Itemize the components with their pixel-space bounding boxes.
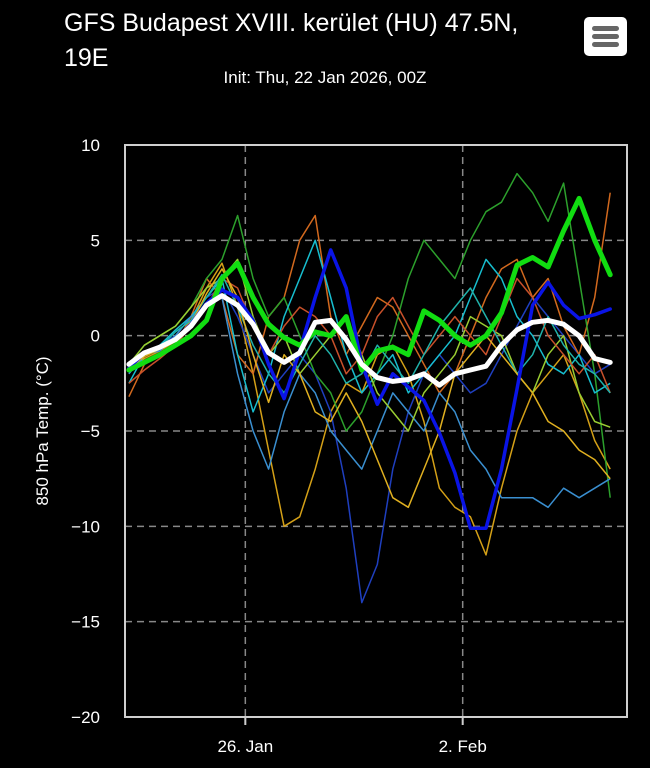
grid: [125, 145, 627, 717]
y-tick-label: −20: [71, 708, 100, 727]
y-tick-label: −5: [81, 422, 100, 441]
ensemble-member-line: [128, 287, 611, 604]
y-tick-label: 5: [91, 231, 100, 250]
hamburger-menu-icon[interactable]: [584, 17, 627, 56]
axis-ticks: 10 5 0 −5 −10 −15 −20 26. Jan 2. Feb: [71, 136, 487, 756]
menu-bar: [592, 42, 619, 47]
ensemble-member-line: [128, 192, 611, 398]
x-tick-label: 26. Jan: [217, 737, 273, 756]
y-tick-label: 0: [91, 327, 100, 346]
plot-frame: [124, 144, 628, 718]
ensemble-member-line: [128, 172, 611, 498]
chart-title: GFS Budapest XVIII. kerület (HU) 47.5N, …: [64, 9, 519, 72]
ensemble-member-line: [128, 268, 611, 509]
control-line: [126, 195, 613, 373]
chart-subtitle: Init: Thu, 22 Jan 2026, 00Z: [223, 68, 427, 87]
y-tick-label: −15: [71, 613, 100, 632]
y-axis-label: 850 hPa Temp. (°C): [33, 356, 52, 505]
x-tick-label: 2. Feb: [439, 737, 487, 756]
menu-bar: [592, 34, 619, 39]
ensemble-member-line: [128, 262, 611, 556]
menu-bar: [592, 26, 619, 31]
ensemble-mean-line: [126, 293, 613, 388]
y-tick-label: −10: [71, 517, 100, 536]
series-lines: [126, 172, 613, 604]
y-tick-label: 10: [81, 136, 100, 155]
